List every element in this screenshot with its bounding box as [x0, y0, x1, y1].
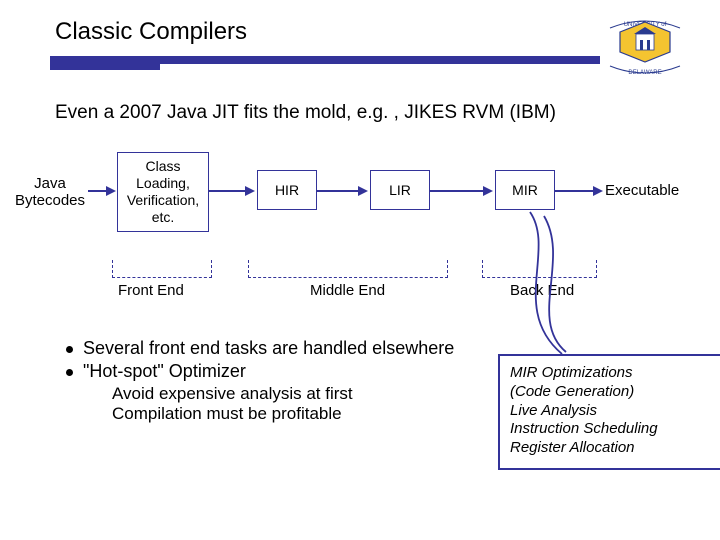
brace-middle-label: Middle End [310, 282, 385, 299]
callout-line-4: Instruction Scheduling [510, 420, 710, 439]
brace-back [482, 260, 597, 278]
arrow-5-head [593, 186, 603, 196]
callout-line-5: Register Allocation [510, 439, 710, 458]
brace-front [112, 260, 212, 278]
arrow-5 [555, 190, 595, 192]
flow-input-label: JavaBytecodes [10, 175, 90, 210]
university-logo: UNIVERSITY of DELAWARE [600, 10, 690, 80]
title-rule-accent [50, 56, 160, 70]
bullet-sub-2: Compilation must be profitable [112, 404, 454, 424]
arrow-1 [88, 190, 108, 192]
arrow-1-head [106, 186, 116, 196]
bullet-sub-1: Avoid expensive analysis at first [112, 384, 454, 404]
flow-box-lir: LIR [370, 170, 430, 210]
arrow-4 [430, 190, 485, 192]
flow-output-label: Executable [605, 182, 705, 199]
bullet-dot-icon [66, 369, 73, 376]
bullet-1: Several front end tasks are handled else… [60, 338, 454, 359]
arrow-3-head [358, 186, 368, 196]
callout-line-3: Live Analysis [510, 402, 710, 421]
arrow-4-head [483, 186, 493, 196]
bullet-1-text: Several front end tasks are handled else… [83, 338, 454, 358]
callout-line-1: MIR Optimizations [510, 364, 710, 383]
logo-bottom-text: DELAWARE [628, 70, 661, 76]
callout-line-2: (Code Generation) [510, 383, 710, 402]
arrow-2 [209, 190, 247, 192]
brace-middle [248, 260, 448, 278]
flow-box-hir: HIR [257, 170, 317, 210]
brace-back-label: Back End [510, 282, 574, 299]
bullet-list: Several front end tasks are handled else… [60, 338, 454, 424]
callout-box: MIR Optimizations (Code Generation) Live… [498, 354, 720, 470]
brace-front-label: Front End [118, 282, 184, 299]
bullet-2: "Hot-spot" Optimizer [60, 361, 454, 382]
arrow-3 [317, 190, 360, 192]
flow-box-mir: MIR [495, 170, 555, 210]
arrow-2-head [245, 186, 255, 196]
flow-box-classloading: ClassLoading,Verification,etc. [117, 152, 209, 232]
subtitle: Even a 2007 Java JIT fits the mold, e.g.… [55, 102, 556, 124]
bullet-dot-icon [66, 346, 73, 353]
bullet-2-text: "Hot-spot" Optimizer [83, 361, 246, 381]
page-title: Classic Compilers [55, 18, 247, 46]
